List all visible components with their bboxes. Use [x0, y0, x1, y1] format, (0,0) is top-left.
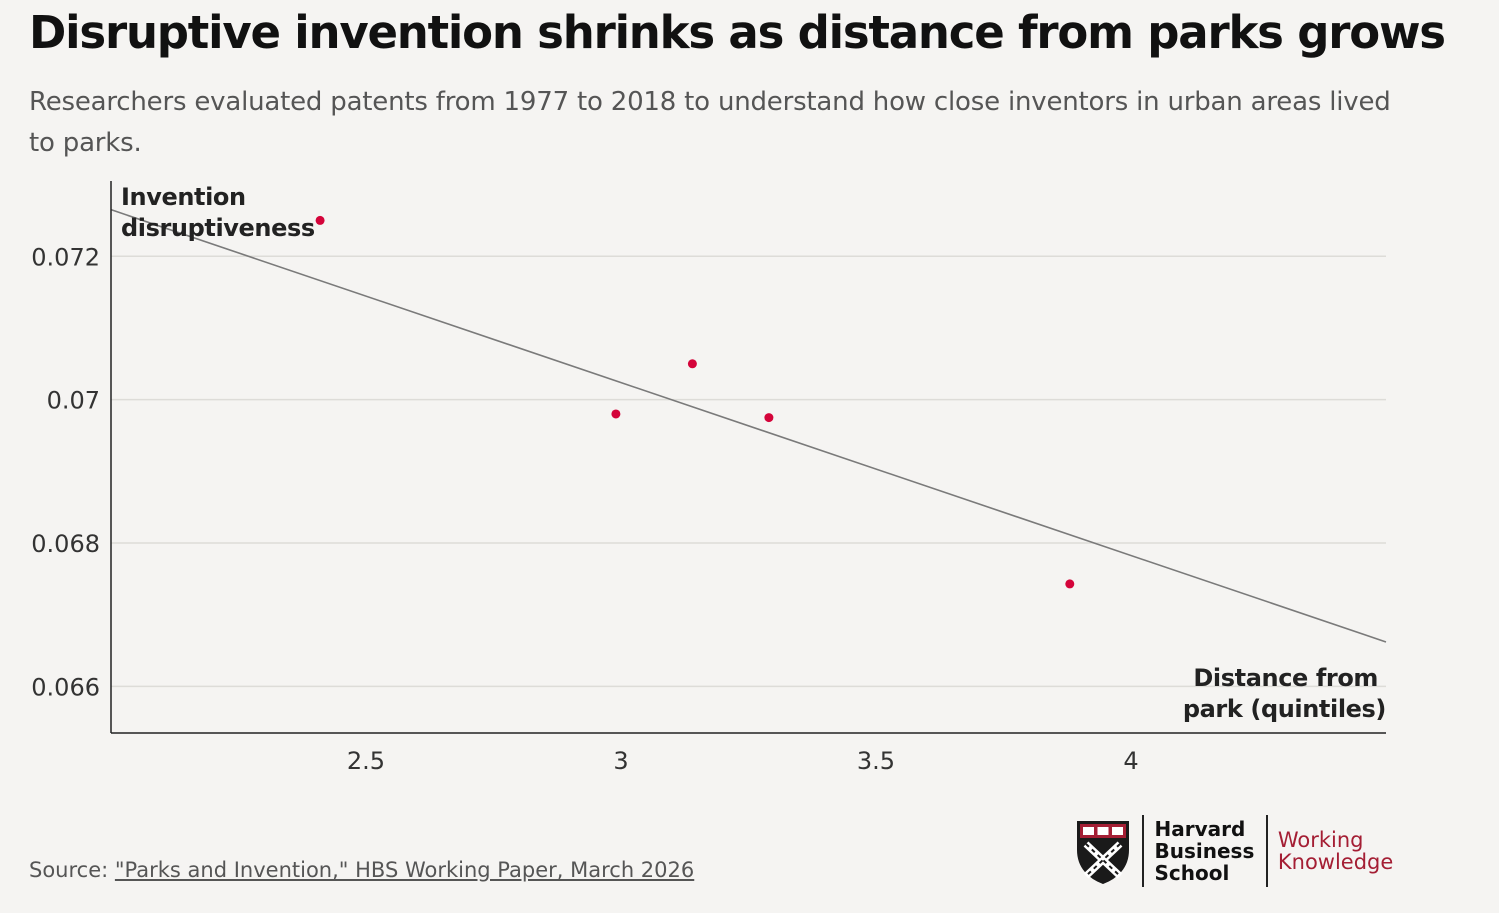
x-axis-title: Distance from park (quintiles) [1183, 664, 1386, 723]
x-tick-label: 4 [1123, 747, 1138, 775]
working-knowledge-wordmark: Working Knowledge [1268, 829, 1393, 873]
hbs-line-1: Harvard [1154, 817, 1246, 841]
logo-divider-2 [1266, 815, 1268, 887]
source-prefix: Source: [29, 858, 115, 882]
y-tick-label: 0.066 [31, 673, 100, 701]
source-note: Source: "Parks and Invention," HBS Worki… [29, 858, 694, 882]
grid-lines [111, 255, 1386, 688]
x-axis-title-line-1: Distance from [1193, 664, 1378, 692]
data-point [611, 409, 621, 419]
x-axis-title-line-2: park (quintiles) [1183, 695, 1386, 723]
chart-title: Disruptive invention shrinks as distance… [29, 6, 1446, 59]
chart-subtitle: Researchers evaluated patents from 1977 … [29, 87, 1391, 158]
wk-line-1: Working [1277, 828, 1364, 852]
y-axis-title-line-1: Invention [121, 183, 246, 211]
scatter-chart: 0.066 0.068 0.07 0.072 2.5 3 3.5 4 Invention d… [31, 181, 1387, 775]
trendline-group [110, 208, 1387, 643]
data-point [764, 413, 774, 423]
trendline [110, 208, 1387, 643]
hbs-working-knowledge-logo: Harvard Business School Working Knowledg… [1076, 814, 1393, 888]
y-tick-label: 0.07 [47, 387, 100, 415]
y-tick-labels: 0.066 0.068 0.07 0.072 [31, 243, 100, 701]
data-point [315, 215, 325, 225]
x-tick-label: 3 [613, 747, 628, 775]
data-points [315, 215, 1075, 589]
y-axis-title: Invention disruptiveness [121, 183, 315, 242]
hbs-line-3: School [1154, 861, 1230, 885]
hbs-wordmark: Harvard Business School [1144, 818, 1267, 884]
x-tick-label: 3.5 [857, 747, 895, 775]
y-tick-label: 0.068 [31, 530, 100, 558]
x-tick-label: 2.5 [347, 747, 385, 775]
y-axis-title-line-2: disruptiveness [121, 214, 315, 242]
axes [110, 181, 1386, 734]
source-link[interactable]: "Parks and Invention," HBS Working Paper… [114, 858, 695, 882]
data-point [687, 359, 697, 369]
wk-line-2: Knowledge [1277, 850, 1394, 874]
x-tick-labels: 2.5 3 3.5 4 [347, 747, 1139, 775]
hbs-shield-icon [1077, 821, 1129, 884]
y-tick-label: 0.072 [31, 243, 100, 271]
data-point [1065, 579, 1075, 589]
logo-divider-1 [1142, 815, 1144, 887]
hbs-line-2: Business [1154, 839, 1255, 863]
